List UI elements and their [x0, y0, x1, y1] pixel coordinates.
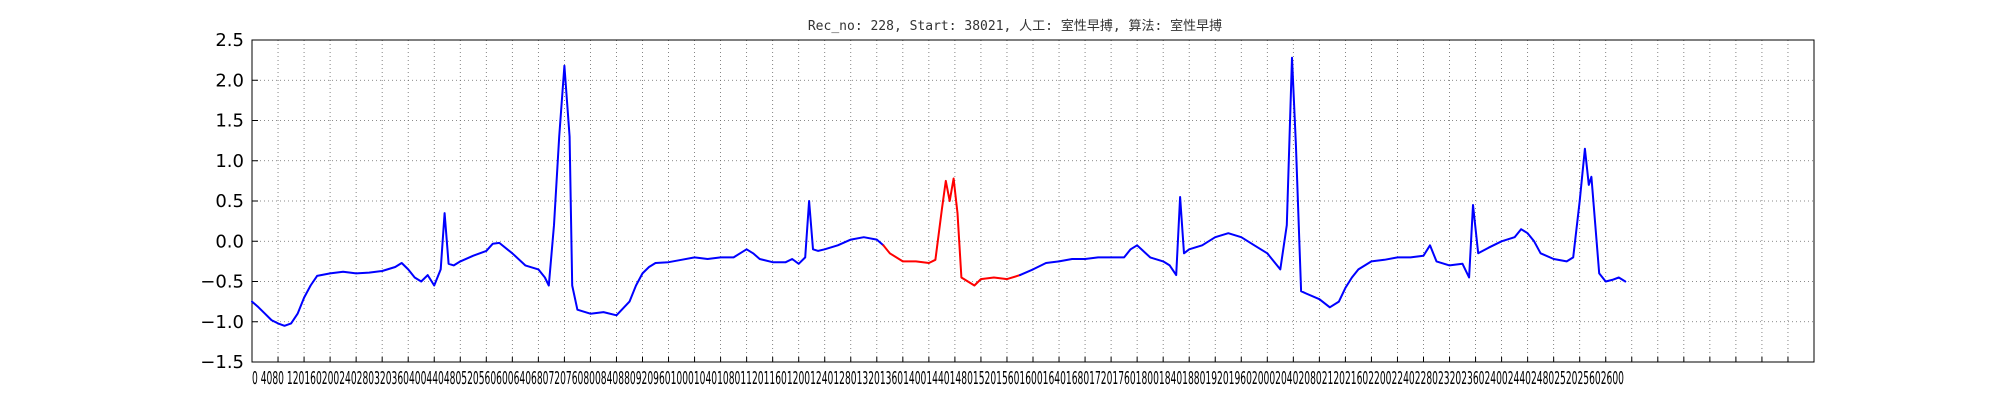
y-tick-label: 2.5 — [215, 30, 244, 51]
series-layer — [251, 56, 1627, 327]
y-tick-label: −1.5 — [200, 352, 244, 373]
label-layer: 2.5 2.0 1.5 1.0 0.5 0.0 −0.5 −1.0 −1.5 0 4080 120… — [200, 30, 1624, 389]
series-line-0 — [251, 64, 885, 327]
y-tick-label: 0.5 — [215, 191, 244, 212]
series-line-1 — [882, 177, 1021, 287]
y-tick-label: −1.0 — [200, 312, 244, 333]
series-line-2 — [1019, 56, 1627, 309]
x-tick-labels: 0 4080 120160200240280320360400440480520… — [252, 368, 1624, 389]
y-tick-label: −0.5 — [200, 272, 244, 293]
y-tick-label: 0.0 — [215, 231, 244, 252]
y-tick-label: 1.0 — [215, 151, 244, 172]
axis-layer — [251, 39, 1815, 363]
chart-title: Rec_no: 228, Start: 38021, 人工: 室性早搏, 算法:… — [808, 18, 1222, 34]
y-tick-label: 1.5 — [215, 111, 244, 132]
y-tick-label: 2.0 — [215, 70, 244, 91]
